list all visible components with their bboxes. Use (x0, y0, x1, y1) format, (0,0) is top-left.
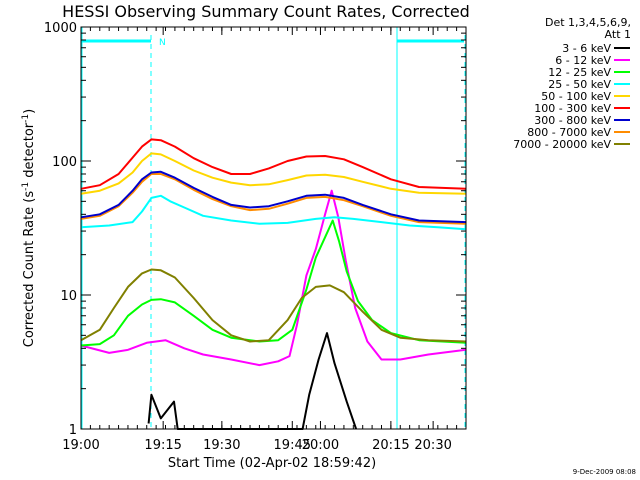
series-line-2 (80, 219, 467, 347)
x-tick-label: 20:00 (302, 438, 339, 453)
x-tick-label: 19:00 (62, 438, 99, 453)
series-line-0 (147, 332, 358, 430)
y-axis-label-sup2: -1 (21, 114, 31, 123)
series-line-3 (80, 194, 467, 231)
y-tick-label: 1000 (44, 21, 77, 36)
series-line-5 (80, 138, 467, 190)
legend-label-1: 6 - 12 keV (555, 54, 611, 67)
x-axis-label: Start Time (02-Apr-02 18:59:42) (168, 456, 376, 471)
legend-label-7: 800 - 7000 keV (527, 126, 611, 139)
series-line-4 (80, 152, 467, 195)
y-axis-label-mid: detector (22, 122, 37, 182)
series-line-8 (80, 268, 467, 343)
legend-header-attenuator: Att 1 (605, 28, 631, 41)
series-line-7 (80, 173, 467, 225)
legend-label-0: 3 - 6 keV (562, 42, 611, 55)
night-markers: N (81, 27, 466, 429)
legend-label-6: 300 - 800 keV (534, 114, 611, 127)
plot-frame (80, 26, 467, 430)
y-axis-label: Corrected Count Rate (s-1 detector-1) (21, 109, 37, 347)
chart-title: HESSI Observing Summary Count Rates, Cor… (62, 2, 470, 21)
x-tick-label: 20:30 (414, 438, 451, 453)
legend-label-3: 25 - 50 keV (548, 78, 611, 91)
night-marker-label: N (159, 38, 166, 48)
series-lines (80, 138, 467, 430)
y-tick-label: 10 (60, 289, 77, 304)
legend-header-detectors: Det 1,3,4,5,6,9, (545, 16, 631, 29)
series-line-6 (80, 170, 467, 224)
legend-label-2: 12 - 25 keV (548, 66, 611, 79)
y-axis-label-sup1: -1 (21, 182, 31, 191)
x-tick-label: 19:15 (144, 438, 181, 453)
y-tick-label: 1 (69, 423, 77, 438)
timestamp: 9-Dec-2009 08:08 (573, 468, 636, 476)
legend-label-4: 50 - 100 keV (541, 90, 611, 103)
legend-label-8: 7000 - 20000 keV (513, 138, 611, 151)
y-axis-label-end: ) (22, 109, 37, 114)
y-tick-label: 100 (52, 155, 77, 170)
x-tick-label: 19:45 (274, 438, 311, 453)
x-tick-label: 19:30 (203, 438, 240, 453)
legend-label-5: 100 - 300 keV (534, 102, 611, 115)
y-axis-label-main: Corrected Count Rate (s (22, 191, 37, 348)
x-tick-label: 20:15 (372, 438, 409, 453)
